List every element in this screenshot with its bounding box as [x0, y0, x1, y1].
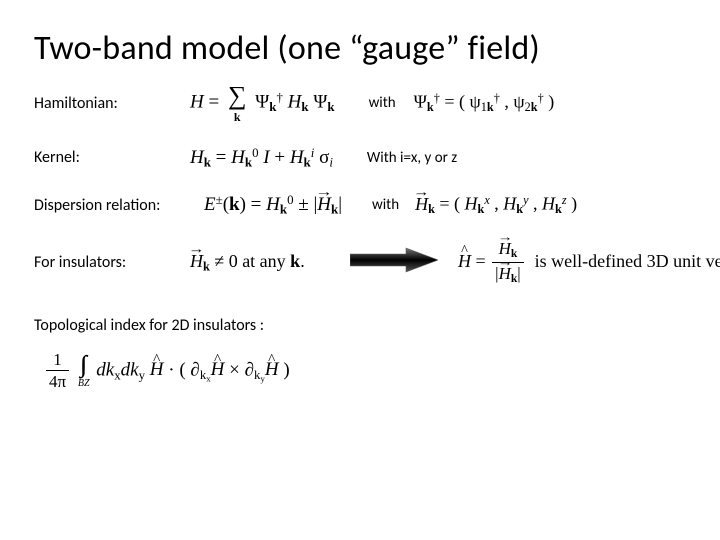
slide-title: Two-band model (one “gauge” field): [34, 28, 686, 69]
row-dispersion: Dispersion relation: E±(k) = Hk0 ± |Hk| …: [34, 192, 686, 217]
double-integral-icon: ∫∫ BZ: [78, 353, 90, 389]
row-kernel: Kernel: Hk = Hk0 I + Hki σi With i=x, y …: [34, 145, 686, 170]
sum-icon: ∑ k: [228, 83, 247, 123]
with-label-dispersion: with: [342, 196, 415, 214]
row-topological: Topological index for 2D insulators : 1 …: [34, 316, 686, 392]
kernel-note: With i=x, y or z: [333, 149, 475, 167]
slide: Two-band model (one “gauge” field) Hamil…: [0, 0, 720, 540]
eq-unit-vector: H = Hk |Hk| is well-defined 3D unit vect…: [458, 240, 720, 286]
row-hamiltonian: Hamiltonian: H = ∑ k Ψk† Hk Ψk with Ψk† …: [34, 83, 686, 123]
eq-kernel: Hk = Hk0 I + Hki σi: [190, 145, 333, 170]
label-kernel: Kernel:: [34, 148, 190, 167]
eq-psi-def: Ψk† = ( ψ1k† , ψ2k† ): [414, 91, 555, 115]
implies-arrow-icon: [350, 246, 438, 279]
with-label-hamiltonian: with: [335, 94, 414, 112]
label-topological: Topological index for 2D insulators :: [34, 316, 686, 335]
label-insulators: For insulators:: [34, 253, 190, 272]
row-insulators: For insulators: Hk ≠ 0 at any k. H = Hk: [34, 240, 686, 286]
eq-topological-index: 1 4π ∫∫ BZ dkxdky H · ( ∂kxH × ∂kyH ): [44, 351, 686, 392]
eq-nonzero: Hk ≠ 0 at any k.: [190, 251, 330, 274]
eq-h-vector: Hk = ( Hkx , Hky , Hkz ): [415, 193, 577, 217]
label-hamiltonian: Hamiltonian:: [34, 94, 190, 113]
eq-hamiltonian: H = ∑ k Ψk† Hk Ψk: [190, 83, 335, 123]
eq-dispersion: E±(k) = Hk0 ± |Hk|: [204, 192, 342, 217]
label-dispersion: Dispersion relation:: [34, 196, 204, 215]
